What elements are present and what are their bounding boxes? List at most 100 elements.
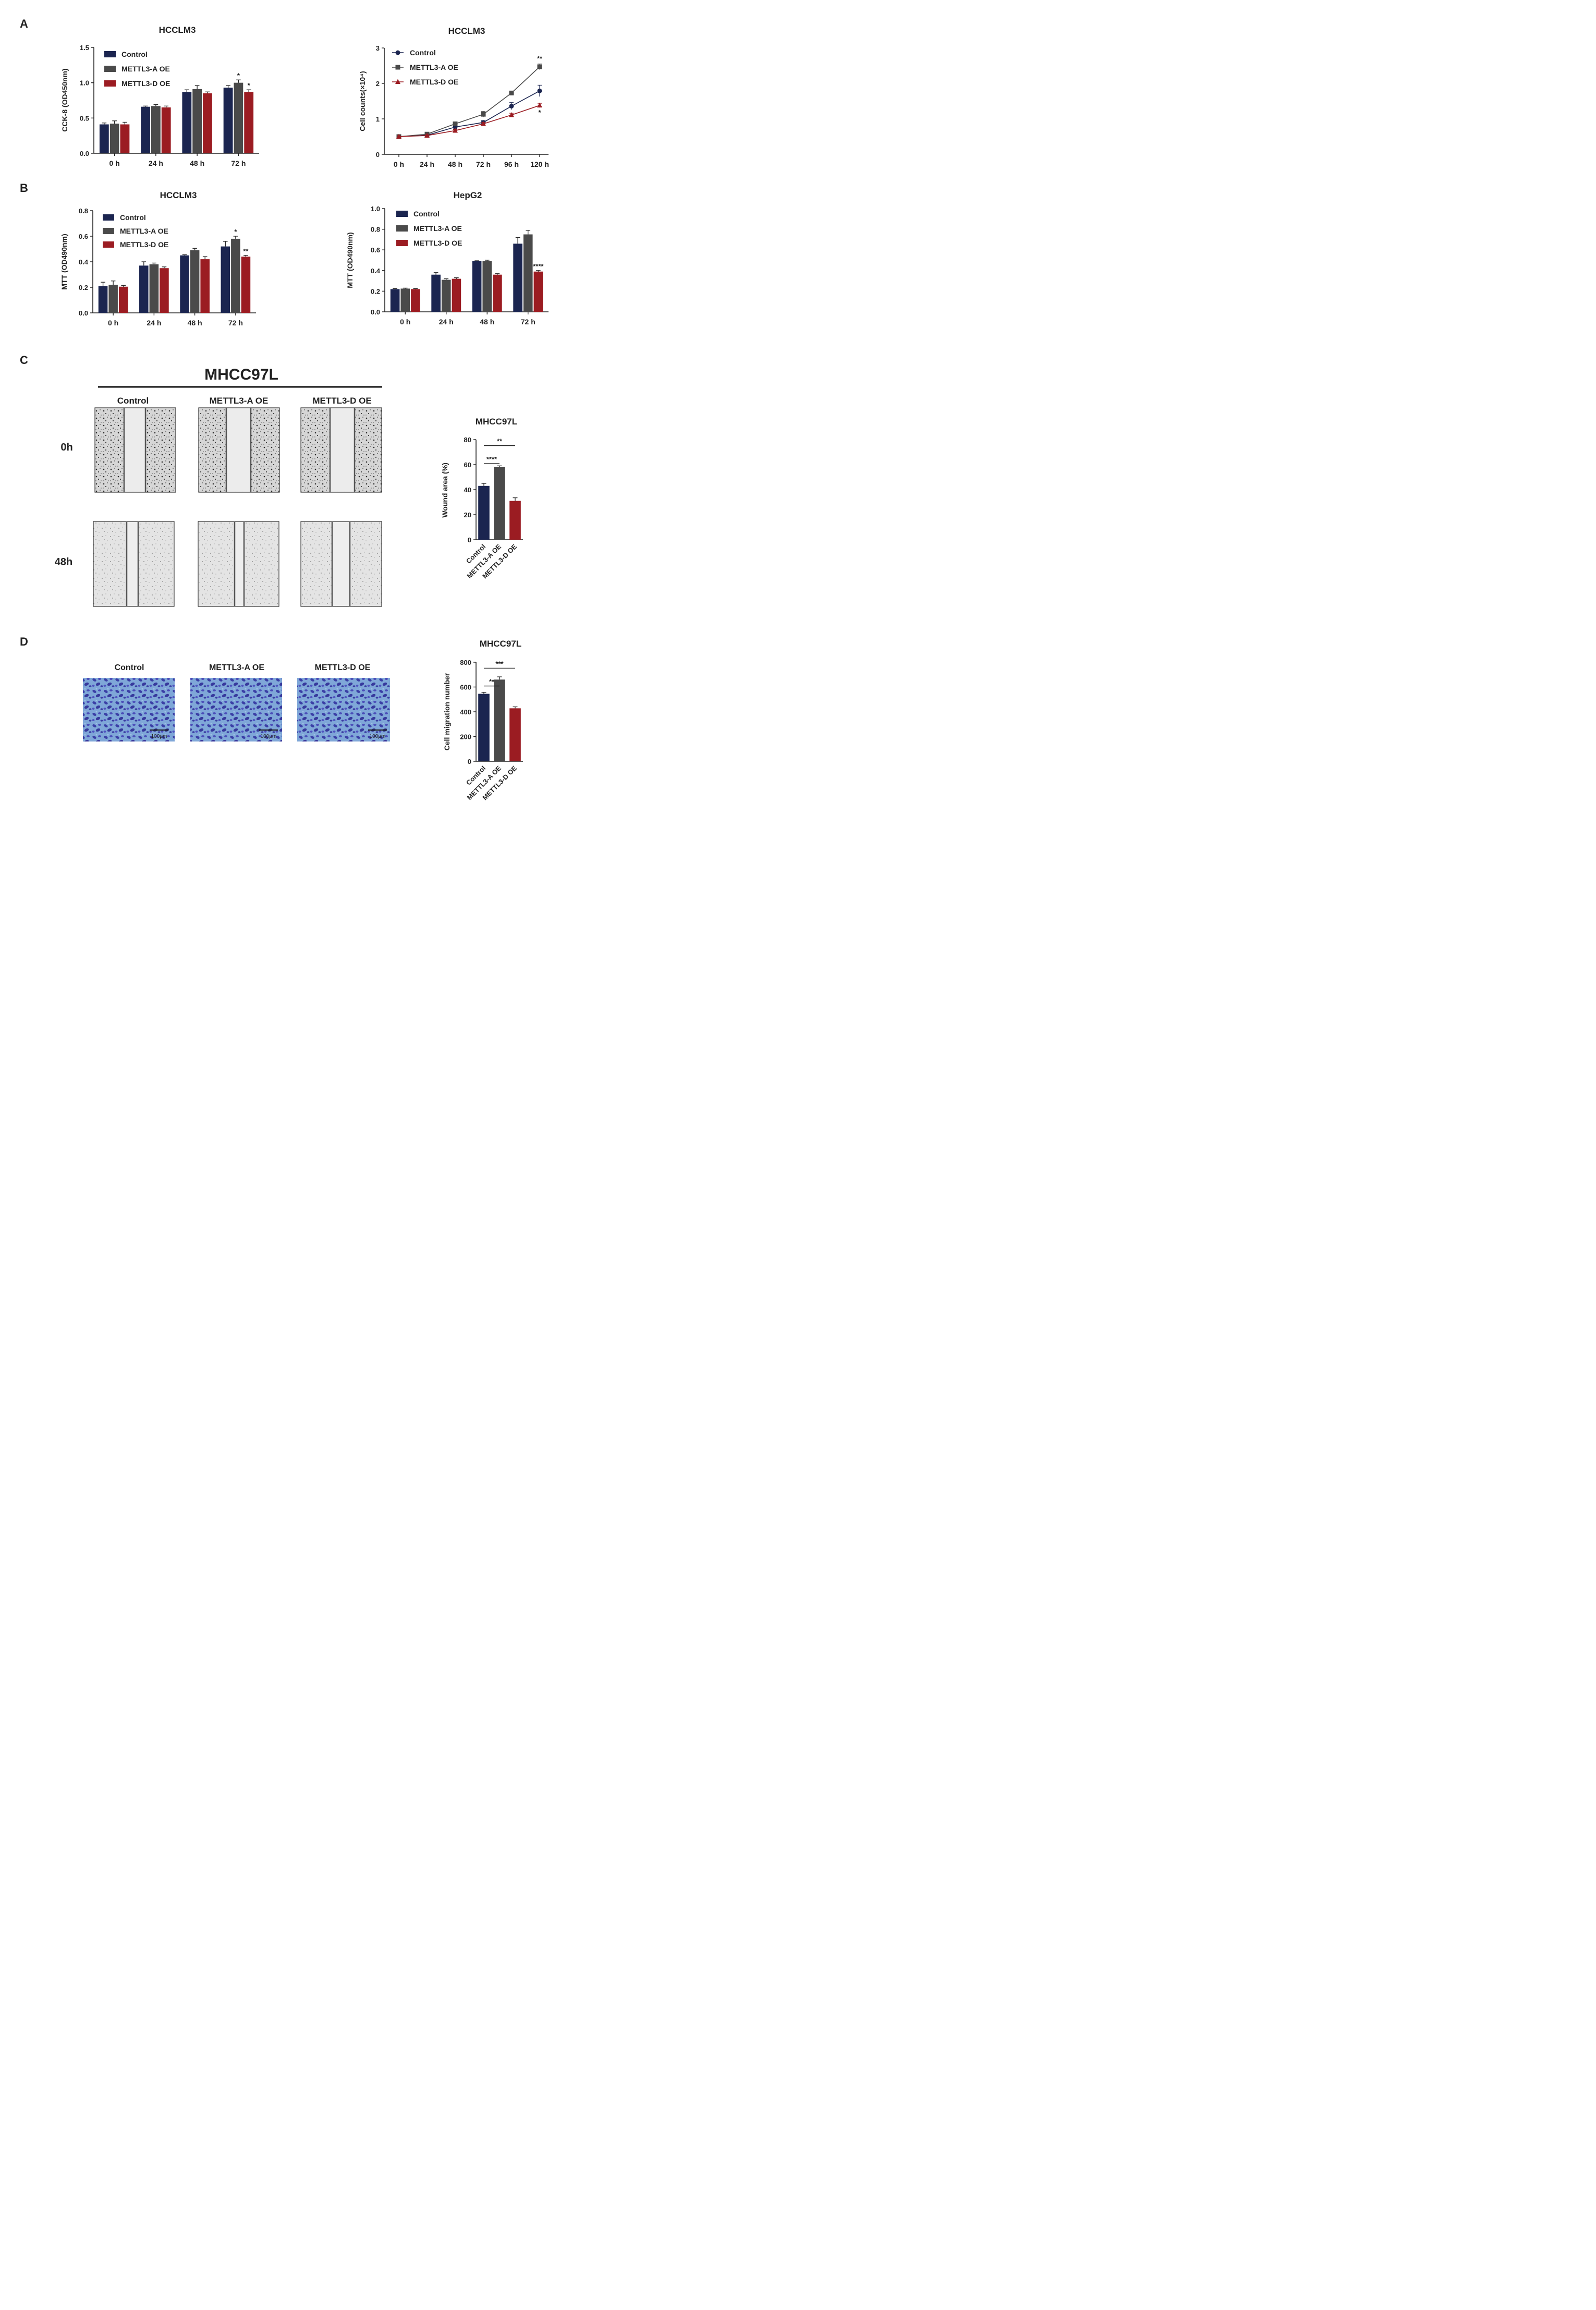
- y-tick-label: 0.2: [79, 284, 88, 291]
- legend-swatch: [104, 80, 116, 87]
- bar-control-72-h: [223, 88, 233, 153]
- bar-control-0-h: [98, 286, 108, 313]
- point-mettl3-d-oe-72-h: [481, 121, 486, 126]
- point-mettl3-d-oe-96-h: [509, 112, 514, 117]
- x-tick-label: 24 h: [439, 318, 454, 326]
- bar-mettl3-a-oe: [494, 679, 505, 761]
- bar-mettl3-a-oe-24-h: [149, 264, 159, 313]
- bar-mettl3-d-oe-0-h: [120, 124, 130, 153]
- scale-bar-label: 100μm: [370, 734, 386, 739]
- panel-c-col-a-oe: METTL3-A OE: [210, 396, 269, 406]
- legend-label: Control: [410, 48, 436, 57]
- point-control-96-h: [509, 104, 514, 109]
- legend-label: METTL3-D OE: [413, 239, 462, 247]
- chart-cell-counts-hcclm3: 0 1 2 3 HCCLM3 Cell counts(×10⁴) 0 h 24 h 48 h 72…: [358, 26, 549, 168]
- series-line-control: [398, 90, 540, 137]
- x-tick-label: 120 h: [530, 160, 549, 168]
- x-tick-label: 72 h: [476, 160, 491, 168]
- bar-control-72-h: [513, 244, 522, 312]
- bar-mettl3-a-oe: [494, 467, 505, 540]
- significance-mark: *: [237, 71, 240, 79]
- x-tick-label: 48 h: [448, 160, 462, 168]
- y-tick-label: 0.6: [79, 233, 88, 240]
- wound-image-d-oe-48h: [300, 521, 382, 607]
- significance-mark: **: [537, 55, 543, 63]
- bar-control: [478, 694, 490, 761]
- y-tick-label: 200: [460, 733, 471, 741]
- panel-c-row-0h: 0h: [60, 442, 72, 453]
- legend-marker: [395, 50, 400, 55]
- chart-mtt-hcclm3: 0.0 0.2 0.4 0.6 0.8 HCCLM3 MTT (OD490nm) 0 h 24 …: [60, 190, 256, 327]
- bar-mettl3-d-oe-48-h: [493, 274, 502, 312]
- panel-letter-c: C: [20, 354, 28, 367]
- bar-mettl3-d-oe-24-h: [161, 107, 171, 153]
- y-tick-label: 0: [376, 151, 380, 159]
- transwell-image-control: 100μm: [83, 678, 175, 741]
- y-tick-label: 0.0: [79, 309, 88, 317]
- legend-label: METTL3-D OE: [120, 240, 168, 249]
- point-mettl3-d-oe-24-h: [424, 132, 430, 138]
- legend-swatch: [103, 241, 114, 248]
- significance-mark: ****: [533, 262, 544, 270]
- chart-title: MHCC97L: [480, 639, 521, 649]
- y-tick-label: 0: [468, 536, 471, 544]
- wound-image-d-oe-0h: [300, 407, 382, 493]
- chart-title: HCCLM3: [448, 26, 485, 36]
- y-tick-label: 1.0: [80, 79, 89, 87]
- legend-label: METTL3-A OE: [121, 65, 170, 73]
- y-tick-label: 0.0: [80, 150, 89, 157]
- legend-label: Control: [121, 50, 148, 58]
- bar-control-48-h: [472, 261, 482, 312]
- chart-title: HCCLM3: [160, 190, 197, 200]
- chart-mtt-hepg2: 0.0 0.2 0.4 0.6 0.8 1.0 HepG2 MTT (OD490nm) 0 h 2…: [346, 190, 549, 326]
- y-tick-label: 0.5: [80, 114, 89, 122]
- y-tick-label: 40: [464, 486, 471, 494]
- bar-mettl3-a-oe-0-h: [400, 288, 410, 312]
- significance-mark: **: [243, 247, 249, 255]
- point-mettl3-d-oe-120-h: [537, 102, 542, 108]
- bar-mettl3-a-oe-72-h: [234, 82, 243, 153]
- chart-title: HCCLM3: [159, 25, 196, 35]
- bar-control-24-h: [139, 265, 149, 313]
- x-tick-label: 24 h: [147, 319, 161, 327]
- bar-mettl3-d-oe-48-h: [203, 93, 212, 153]
- wound-image-a-oe-0h: [198, 407, 280, 493]
- panel-c-col-control: Control: [117, 396, 149, 406]
- significance-mark: *: [248, 81, 251, 89]
- chart-title: MHCC97L: [476, 417, 517, 427]
- bar-mettl3-a-oe-72-h: [523, 234, 533, 312]
- bar-control-24-h: [431, 274, 441, 312]
- y-tick-label: 0.2: [371, 287, 380, 295]
- bar-mettl3-d-oe: [509, 501, 521, 540]
- bar-mettl3-d-oe-24-h: [160, 268, 169, 313]
- point-mettl3-a-oe-72-h: [481, 112, 486, 117]
- bar-mettl3-d-oe-48-h: [200, 259, 210, 313]
- legend-swatch: [396, 225, 408, 232]
- bar-control-0-h: [99, 124, 109, 153]
- x-tick-label: 48 h: [188, 319, 202, 327]
- x-tick-label: 24 h: [149, 159, 163, 167]
- y-tick-label: 0.8: [79, 207, 88, 215]
- transwell-image-a-oe: 100μm: [190, 678, 282, 741]
- bar-mettl3-a-oe-24-h: [151, 106, 161, 153]
- bar-mettl3-a-oe-72-h: [231, 238, 240, 313]
- x-tick-label: 48 h: [190, 159, 204, 167]
- legend-swatch: [103, 214, 114, 221]
- y-axis-label: MTT (OD490nm): [60, 234, 68, 289]
- y-tick-label: 20: [464, 511, 471, 519]
- y-tick-label: 0.4: [371, 267, 381, 275]
- y-tick-label: 1.0: [371, 205, 380, 213]
- significance-mark: *: [538, 108, 541, 116]
- y-tick-label: 80: [464, 436, 471, 444]
- legend-label: METTL3-D OE: [121, 79, 170, 88]
- panel-c-cell-line: MHCC97L: [204, 366, 278, 383]
- legend-swatch: [103, 228, 114, 234]
- bar-control-0-h: [390, 289, 400, 312]
- x-tick-label: 72 h: [521, 318, 535, 326]
- x-tick-label: 96 h: [504, 160, 519, 168]
- panel-d-col-a-oe: METTL3-A OE: [209, 663, 264, 672]
- y-axis-label: Cell migration number: [443, 673, 451, 750]
- y-tick-label: 0.0: [371, 308, 380, 316]
- point-control-120-h: [537, 88, 542, 93]
